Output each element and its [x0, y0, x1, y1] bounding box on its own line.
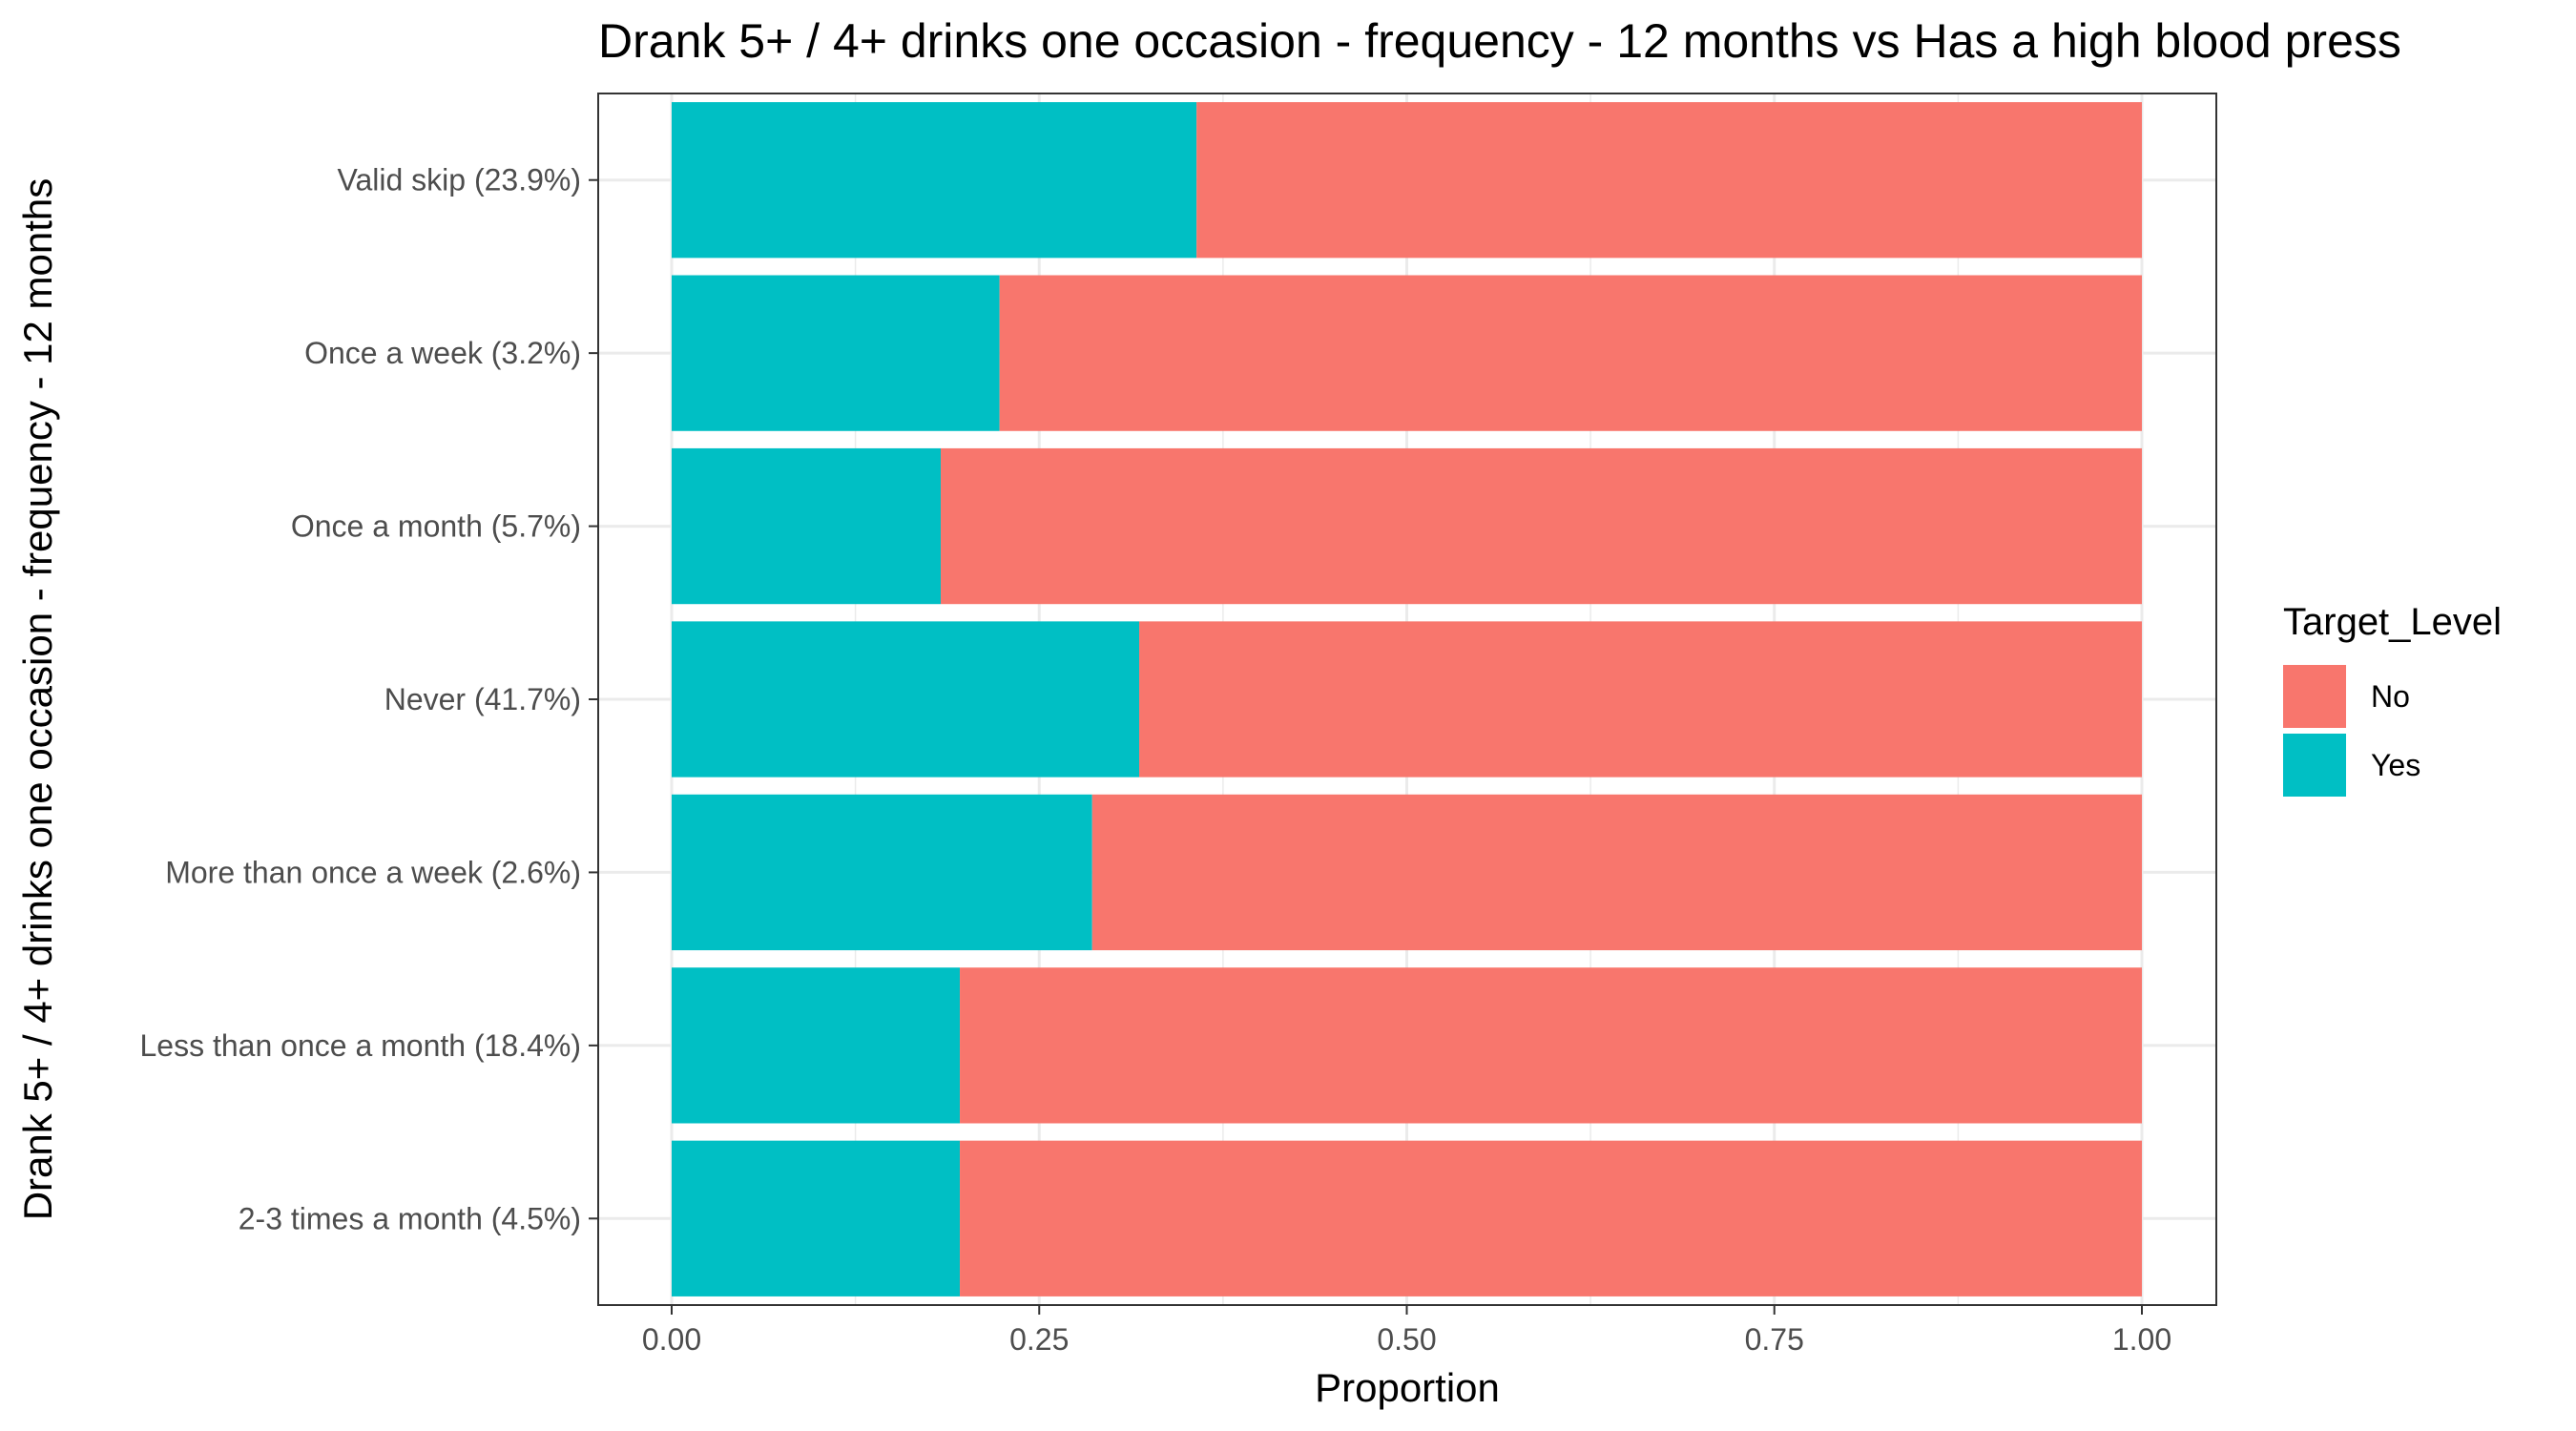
y-tick-label: Never (41.7%)	[384, 682, 581, 716]
legend-key-yes	[2283, 734, 2346, 797]
bar-no	[1091, 794, 2142, 951]
x-tick-label: 0.50	[1377, 1322, 1436, 1357]
y-tick-label: 2-3 times a month (4.5%)	[239, 1201, 581, 1235]
x-tick-label: 0.00	[642, 1322, 701, 1357]
bar-yes	[672, 447, 942, 605]
bar-no	[941, 447, 2143, 605]
y-axis: Valid skip (23.9%) Once a week (3.2%) Once…	[140, 163, 598, 1235]
bar-yes	[672, 1140, 961, 1296]
x-tick-label: 1.00	[2112, 1322, 2171, 1357]
chart-title: Drank 5+ / 4+ drinks one occasion - freq…	[598, 14, 2401, 68]
y-tick-label: More than once a week (2.6%)	[165, 855, 581, 889]
x-axis-title: Proportion	[1315, 1365, 1500, 1410]
bar-yes	[672, 275, 1000, 431]
bar-no	[999, 275, 2142, 431]
x-tick-label: 0.75	[1745, 1322, 1804, 1357]
x-axis: 0.00 0.25 0.50 0.75 1.00	[642, 1305, 2171, 1357]
y-tick-label: Less than once a month (18.4%)	[140, 1028, 582, 1063]
bar-no	[1139, 621, 2142, 778]
y-tick-label: Once a month (5.7%)	[291, 509, 581, 544]
y-tick-label: Once a week (3.2%)	[304, 336, 581, 370]
legend-title: Target_Level	[2283, 601, 2502, 643]
bar-no	[1196, 102, 2142, 259]
x-tick-label: 0.25	[1009, 1322, 1069, 1357]
y-axis-title: Drank 5+ / 4+ drinks one occasion - freq…	[15, 178, 60, 1221]
bar-no	[960, 967, 2142, 1124]
legend-label-yes: Yes	[2371, 748, 2420, 782]
legend: Target_Level No Yes	[2283, 601, 2502, 797]
legend-key-no	[2283, 665, 2346, 728]
bar-yes	[672, 621, 1140, 778]
bar-yes	[672, 794, 1092, 951]
bar-no	[960, 1140, 2142, 1296]
legend-label-no: No	[2371, 679, 2410, 714]
bars	[672, 102, 2143, 1296]
bar-yes	[672, 967, 961, 1124]
y-tick-label: Valid skip (23.9%)	[337, 163, 581, 197]
bar-yes	[672, 102, 1197, 259]
